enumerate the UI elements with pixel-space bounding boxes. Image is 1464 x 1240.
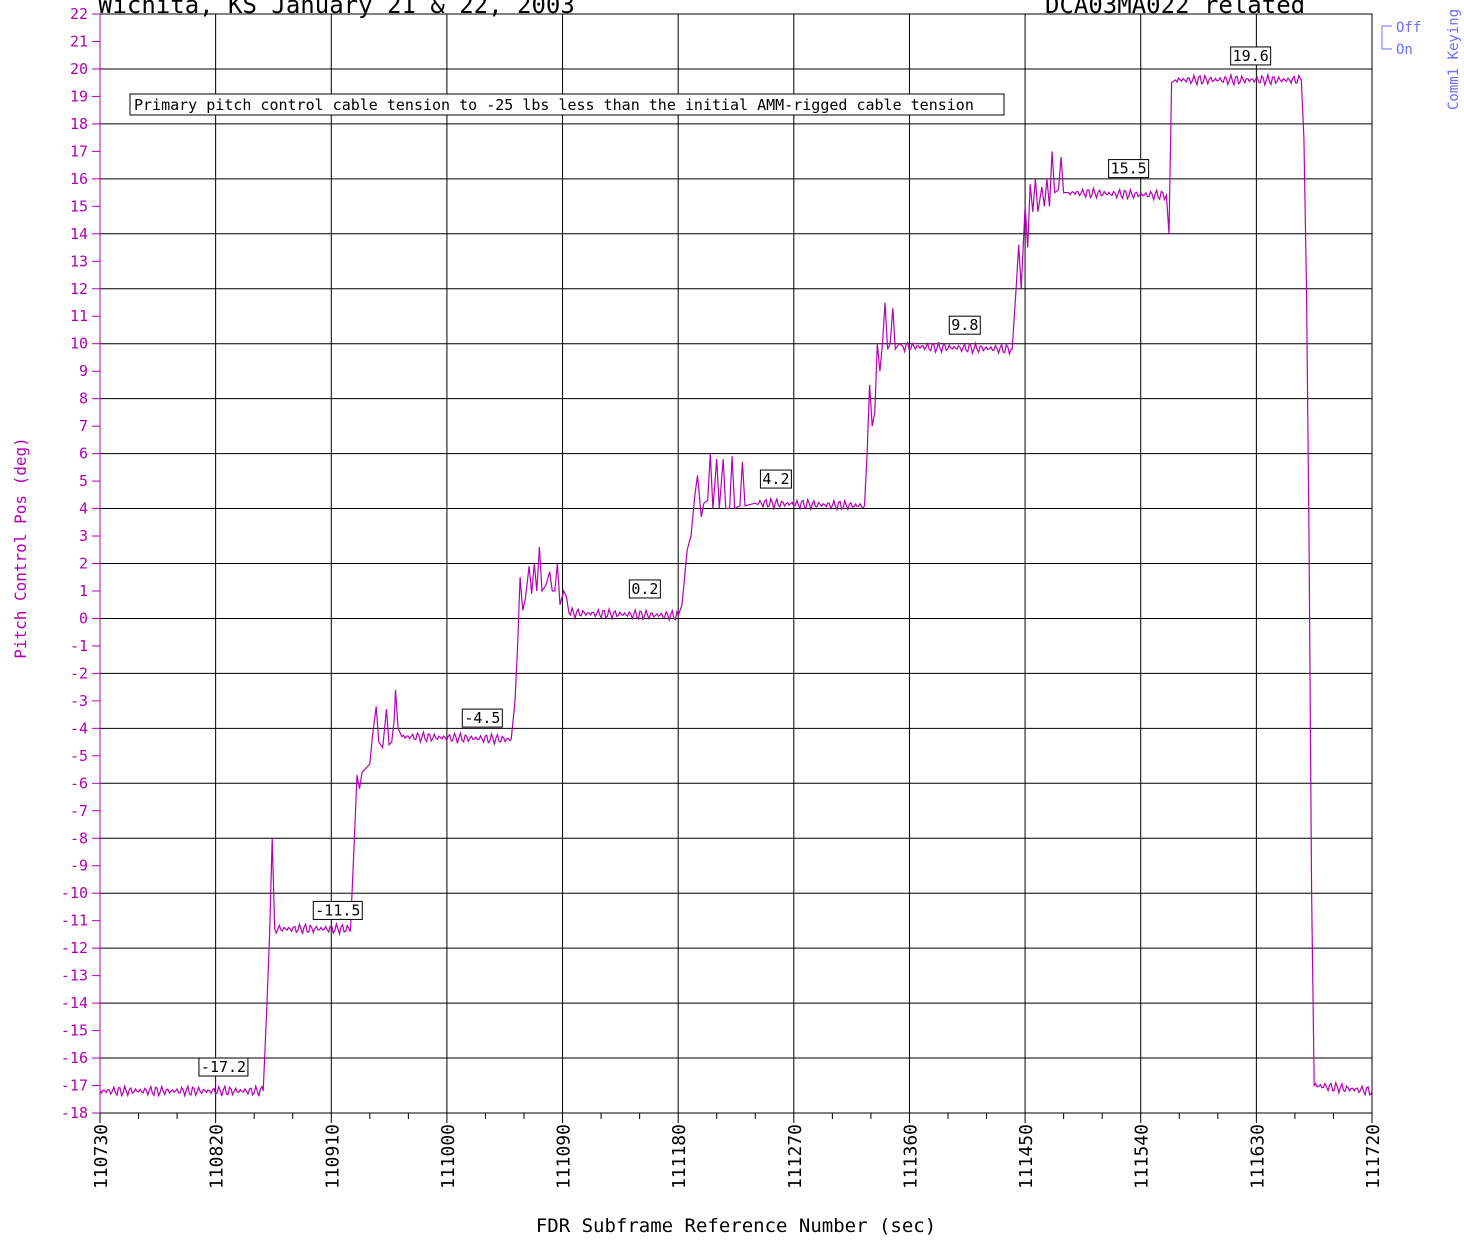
y-axis-title: Pitch Control Pos (deg) <box>11 437 30 659</box>
y-tick-label: -4 <box>70 719 88 737</box>
y-tick-label: 9 <box>79 362 88 380</box>
chart-grid <box>99 13 1373 1114</box>
y-tick-label: 14 <box>70 225 88 243</box>
annotation-text: Primary pitch control cable tension to -… <box>134 96 974 114</box>
x-tick-label: 110730 <box>91 1124 112 1189</box>
value-label: 15.5 <box>1111 160 1147 178</box>
x-tick-label: 111630 <box>1247 1124 1268 1189</box>
x-tick-label: 111000 <box>438 1124 459 1189</box>
x-axis-title: FDR Subframe Reference Number (sec) <box>536 1215 936 1237</box>
value-label: 9.8 <box>951 316 978 334</box>
pitch-control-series-line <box>99 72 1373 1098</box>
value-label-box <box>759 469 792 489</box>
y-tick-label: 11 <box>70 307 88 325</box>
x-tick-label: 111540 <box>1132 1124 1153 1189</box>
series-group <box>99 72 1373 1098</box>
y-tick-label: 3 <box>79 527 88 545</box>
value-label: -17.2 <box>201 1058 246 1076</box>
x-tick-label: 111090 <box>554 1124 575 1189</box>
y-tick-label: -17 <box>61 1077 88 1095</box>
y-tick-label: 7 <box>79 417 88 435</box>
keying-on-label: On <box>1396 42 1413 58</box>
x-tick-label: 111720 <box>1363 1124 1384 1189</box>
value-label: -4.5 <box>464 709 500 727</box>
y-tick-label: 21 <box>70 32 88 50</box>
x-tick-label: 110910 <box>322 1124 343 1189</box>
y-tick-label: -1 <box>70 637 88 655</box>
x-tick-label: 110820 <box>207 1124 228 1189</box>
y-tick-label: 17 <box>70 142 88 160</box>
x-tick-label: 111360 <box>900 1124 921 1189</box>
value-labels: -17.2 -11.5 -4.5 0.2 4.2 9.8 15.5 19.6 <box>198 46 1272 1077</box>
y-tick-label: -14 <box>61 994 88 1012</box>
x-tick-label: 111270 <box>785 1124 806 1189</box>
y-tick-label: 4 <box>79 500 88 518</box>
keying-axis-title: Comm1 Keying <box>1446 9 1462 110</box>
y-tick-label: -9 <box>70 857 88 875</box>
y-tick-label: 20 <box>70 60 88 78</box>
y-tick-label: 6 <box>79 445 88 463</box>
y-axis-ticks: -18-17-16-15-14-13-12-11-10-9-8-7-6-5-4-… <box>61 5 101 1122</box>
keying-bracket-icon <box>1381 25 1392 50</box>
y-tick-label: 22 <box>70 5 88 23</box>
value-label-box <box>1230 46 1272 66</box>
comm-keying-legend: Off On Comm1 Keying <box>1381 9 1462 110</box>
value-label-box <box>198 1057 249 1077</box>
value-label-box <box>628 579 661 599</box>
y-tick-label: -15 <box>61 1022 88 1040</box>
y-tick-label: -2 <box>70 664 88 682</box>
y-tick-label: 10 <box>70 335 88 353</box>
annotation-box <box>129 93 1005 116</box>
y-tick-label: -12 <box>61 939 88 957</box>
value-label: -11.5 <box>315 901 360 919</box>
annotation-group: Primary pitch control cable tension to -… <box>129 93 1005 116</box>
x-tick-label: 111450 <box>1016 1124 1037 1189</box>
value-label: 19.6 <box>1233 47 1269 65</box>
value-label-box <box>1108 159 1150 179</box>
y-tick-label: -3 <box>70 692 88 710</box>
y-tick-label: -10 <box>61 884 88 902</box>
value-label: 4.2 <box>762 470 789 488</box>
value-label-box <box>948 315 981 335</box>
y-tick-label: 19 <box>70 87 88 105</box>
y-tick-label: 5 <box>79 472 88 490</box>
y-tick-label: -5 <box>70 747 88 765</box>
y-tick-label: 12 <box>70 280 88 298</box>
value-label-box <box>461 708 503 728</box>
y-tick-label: -18 <box>61 1104 88 1122</box>
keying-off-label: Off <box>1396 20 1421 36</box>
y-tick-label: 18 <box>70 115 88 133</box>
value-label: 0.2 <box>631 580 658 598</box>
y-tick-label: 1 <box>79 582 88 600</box>
y-tick-label: 0 <box>79 609 88 627</box>
y-tick-label: 15 <box>70 197 88 215</box>
y-tick-label: 8 <box>79 390 88 408</box>
y-tick-label: -11 <box>61 912 88 930</box>
value-label-box <box>312 900 363 920</box>
y-tick-label: -8 <box>70 829 88 847</box>
y-tick-label: -6 <box>70 774 88 792</box>
y-tick-label: -16 <box>61 1049 88 1067</box>
x-tick-label: 111180 <box>669 1124 690 1189</box>
x-axis-ticks: 110730 110820 110910 111000 111090 111180 1112… <box>91 1113 1384 1189</box>
y-tick-label: 16 <box>70 170 88 188</box>
y-tick-label: -7 <box>70 802 88 820</box>
y-tick-label: 2 <box>79 555 88 573</box>
y-tick-label: 13 <box>70 252 88 270</box>
y-tick-label: -13 <box>61 967 88 985</box>
